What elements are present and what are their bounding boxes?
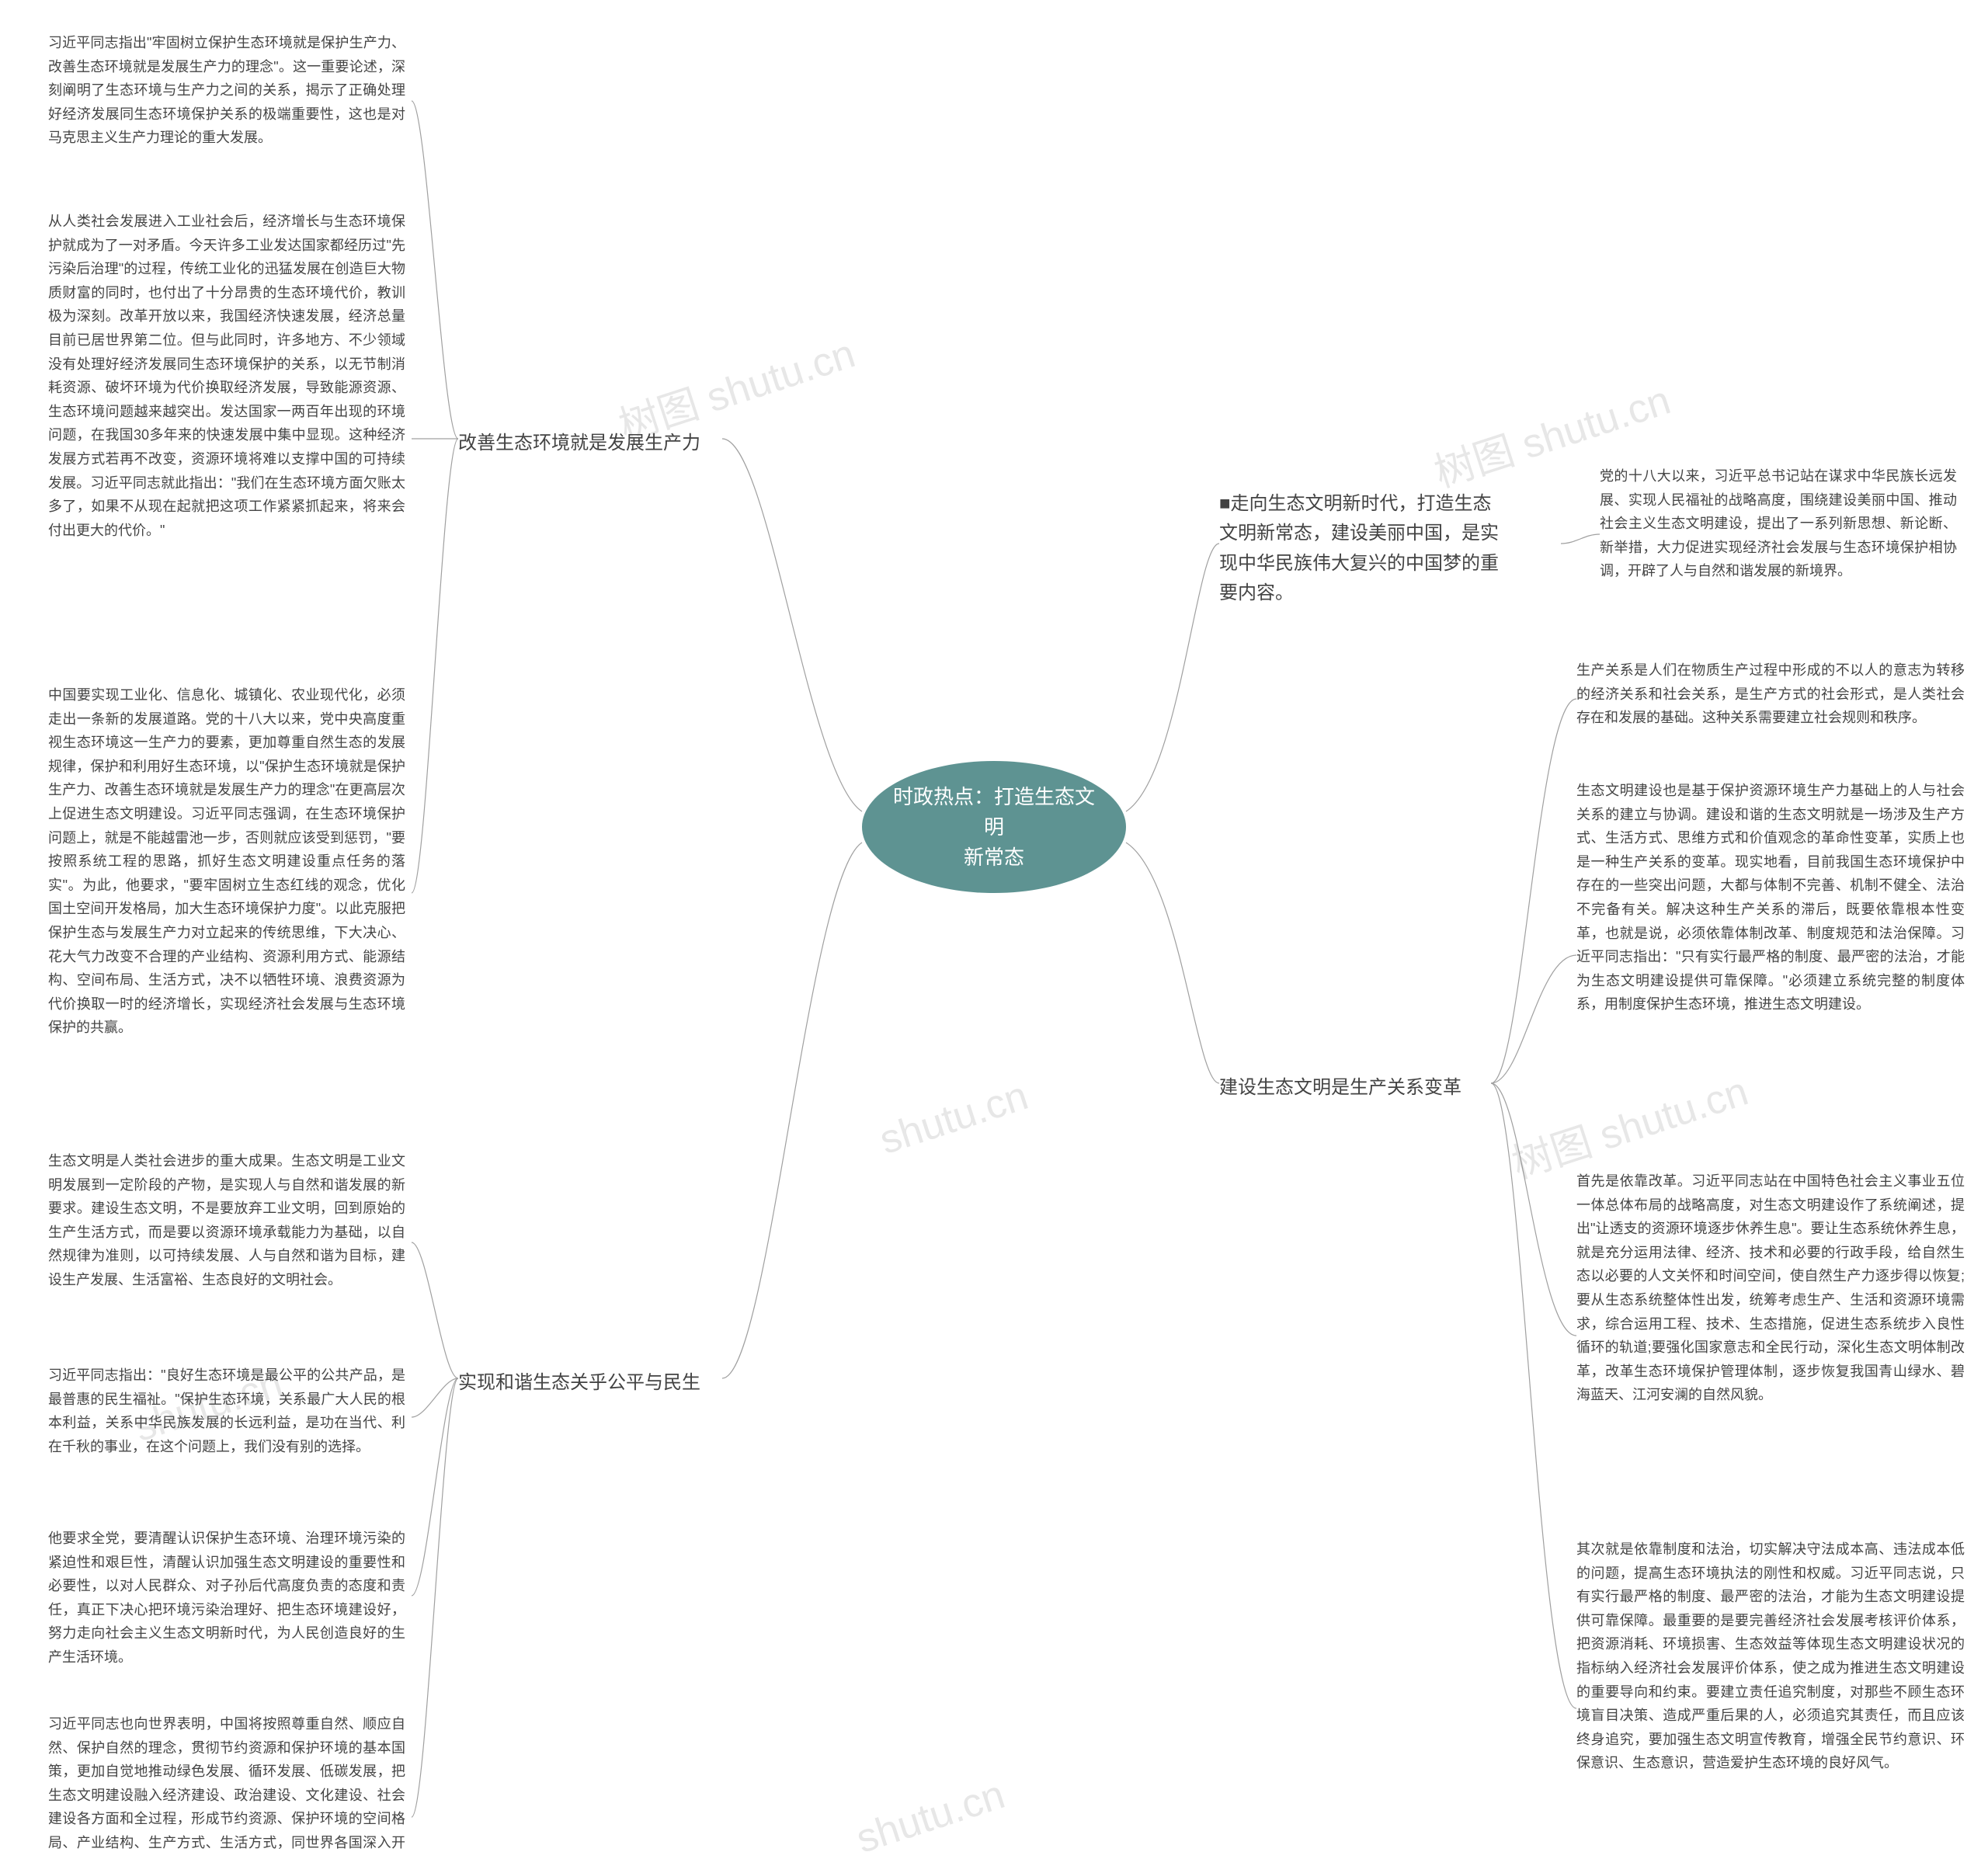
leaf-l2a: 生态文明是人类社会进步的重大成果。生态文明是工业文明发展到一定阶段的产物，是实现… bbox=[48, 1149, 405, 1292]
center-topic[interactable]: 时政热点：打造生态文明 新常态 bbox=[862, 761, 1126, 893]
leaf-r2c: 首先是依靠改革。习近平同志站在中国特色社会主义事业五位一体总体布局的战略高度，对… bbox=[1576, 1169, 1965, 1407]
leaf-l1c: 中国要实现工业化、信息化、城镇化、农业现代化，必须走出一条新的发展道路。党的十八… bbox=[48, 683, 405, 1040]
branch-right-1[interactable]: ■走向生态文明新时代，打造生态文明新常态，建设美丽中国，是实现中华民族伟大复兴的… bbox=[1219, 489, 1499, 609]
leaf-l1a: 习近平同志指出"牢固树立保护生态环境就是保护生产力、改善生态环境就是发展生产力的… bbox=[48, 31, 405, 150]
leaf-r1a: 党的十八大以来，习近平总书记站在谋求中华民族长远发展、实现人民福祉的战略高度，围… bbox=[1600, 464, 1957, 583]
branch-left-1[interactable]: 改善生态环境就是发展生产力 bbox=[458, 427, 700, 454]
branch-right-2[interactable]: 建设生态文明是生产关系变革 bbox=[1219, 1072, 1461, 1099]
branch-left-2[interactable]: 实现和谐生态关乎公平与民生 bbox=[458, 1367, 700, 1394]
watermark: shutu.cn bbox=[851, 1771, 1010, 1852]
center-title: 时政热点：打造生态文明 新常态 bbox=[885, 782, 1103, 873]
leaf-r2d: 其次就是依靠制度和法治，切实解决守法成本高、违法成本低的问题，提高生态环境执法的… bbox=[1576, 1538, 1965, 1775]
leaf-l2b: 习近平同志指出："良好生态环境是最公平的公共产品，是最普惠的民生福祉。"保护生态… bbox=[48, 1364, 405, 1458]
leaf-l1b: 从人类社会发展进入工业社会后，经济增长与生态环境保护就成为了一对矛盾。今天许多工… bbox=[48, 210, 405, 542]
watermark: shutu.cn bbox=[874, 1072, 1034, 1164]
leaf-r2b: 生态文明建设也是基于保护资源环境生产力基础上的人与社会关系的建立与协调。建设和谐… bbox=[1576, 779, 1965, 1016]
leaf-r2a: 生产关系是人们在物质生产过程中形成的不以人的意志为转移的经济关系和社会关系，是生… bbox=[1576, 658, 1965, 730]
leaf-l2d: 习近平同志也向世界表明，中国将按照尊重自然、顺应自然、保护自然的理念，贯彻节约资… bbox=[48, 1712, 405, 1852]
leaf-l2c: 他要求全党，要清醒认识保护生态环境、治理环境污染的紧迫性和艰巨性，清醒认识加强生… bbox=[48, 1527, 405, 1670]
